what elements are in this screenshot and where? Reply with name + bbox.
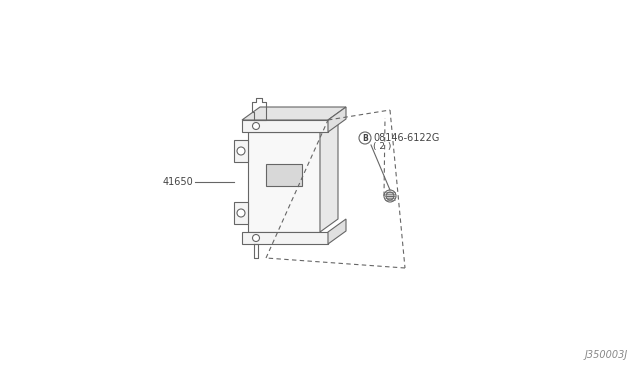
- Polygon shape: [328, 107, 346, 132]
- Text: ( 2 ): ( 2 ): [373, 142, 392, 151]
- Bar: [242, 120, 328, 132]
- Bar: [266, 164, 302, 186]
- Circle shape: [253, 122, 259, 129]
- Circle shape: [359, 132, 371, 144]
- Polygon shape: [242, 107, 346, 120]
- Text: 41650: 41650: [163, 177, 193, 187]
- Polygon shape: [320, 119, 338, 232]
- Text: 08146-6122G: 08146-6122G: [373, 133, 440, 143]
- Circle shape: [253, 234, 259, 241]
- Bar: [234, 140, 248, 162]
- Polygon shape: [328, 219, 346, 244]
- Text: B: B: [362, 134, 368, 143]
- Bar: [234, 202, 248, 224]
- Bar: [242, 232, 328, 244]
- Text: J350003J: J350003J: [585, 350, 628, 360]
- Polygon shape: [248, 119, 338, 132]
- Circle shape: [386, 192, 394, 200]
- Circle shape: [237, 147, 245, 155]
- Bar: [248, 132, 320, 232]
- Circle shape: [384, 190, 396, 202]
- Circle shape: [237, 209, 245, 217]
